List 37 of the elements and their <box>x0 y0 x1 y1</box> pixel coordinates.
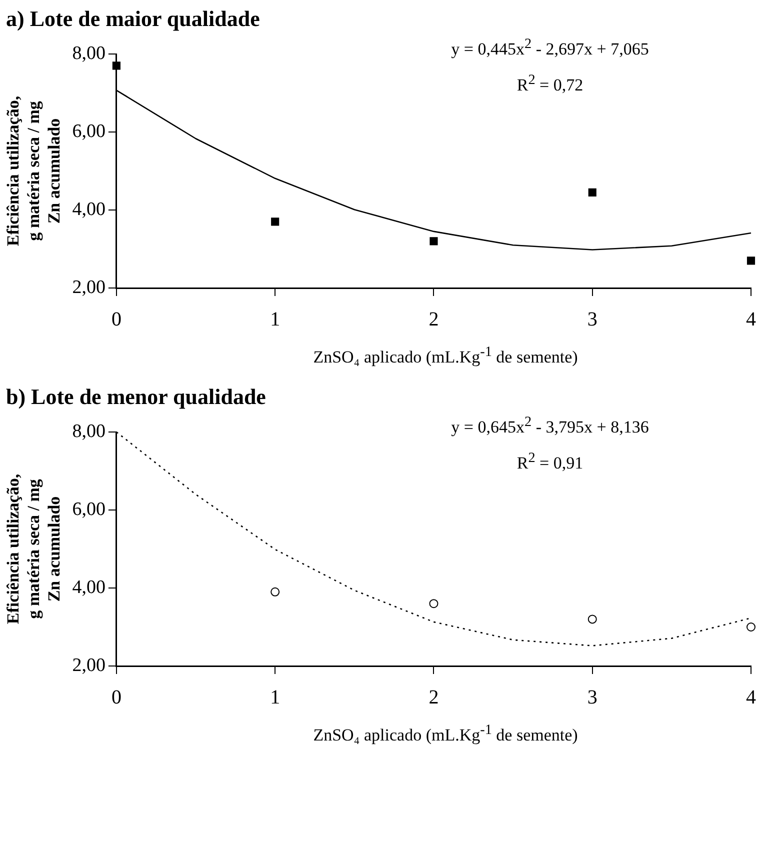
x-tick-label: 4 <box>746 686 756 708</box>
x-axis-title: ZnSO₄ aplicado (mL.Kg$^{-1}$ de semente) <box>312 344 579 369</box>
x-tick-label: 2 <box>428 308 439 330</box>
y-tick-label: 4,00 <box>72 198 106 220</box>
x-tick-label: 0 <box>111 308 122 330</box>
chart-title: a) Lote de maior qualidade <box>5 5 261 33</box>
y-tick-label: 8,00 <box>72 42 106 64</box>
y-axis-title: Eficiência utilização, g matéria seca / mg Zn acumulado <box>4 96 64 246</box>
x-tick-label: 1 <box>270 308 280 330</box>
y-tick-label: 6,00 <box>72 120 106 142</box>
point <box>112 62 120 70</box>
x-tick-label: 2 <box>428 686 439 708</box>
point <box>746 622 756 632</box>
y-tick-label: 4,00 <box>72 576 106 598</box>
y-tick-label: 2,00 <box>72 654 106 676</box>
point <box>746 256 756 265</box>
point <box>588 188 596 196</box>
annotation: R$^{2}$ = 0,91 <box>516 450 584 474</box>
x-tick-label: 3 <box>587 308 598 330</box>
y-tick-label: 8,00 <box>72 420 106 442</box>
x-axis-title: ZnSO₄ aplicado (mL.Kg$^{-1}$ de semente) <box>312 722 579 747</box>
point <box>588 614 597 624</box>
y-axis-title: Eficiência utilização, g matéria seca / mg Zn acumulado <box>4 474 64 624</box>
annotation: y = 0,645x$^{2}$ - 3,795x + 8,136 <box>450 414 650 438</box>
x-tick-label: 3 <box>587 686 598 708</box>
y-tick-label: 2,00 <box>72 276 106 298</box>
x-tick-label: 0 <box>111 686 122 708</box>
annotation: R$^{2}$ = 0,72 <box>516 72 584 96</box>
x-tick-label: 4 <box>746 308 756 330</box>
y-tick-label: 6,00 <box>72 498 106 520</box>
point <box>271 218 280 226</box>
chart-title: b) Lote de menor qualidade <box>5 383 267 411</box>
x-tick-label: 1 <box>270 686 280 708</box>
annotation: y = 0,445x$^{2}$ - 2,697x + 7,065 <box>450 36 650 60</box>
point <box>270 587 280 596</box>
point <box>430 237 438 246</box>
point <box>429 599 438 608</box>
